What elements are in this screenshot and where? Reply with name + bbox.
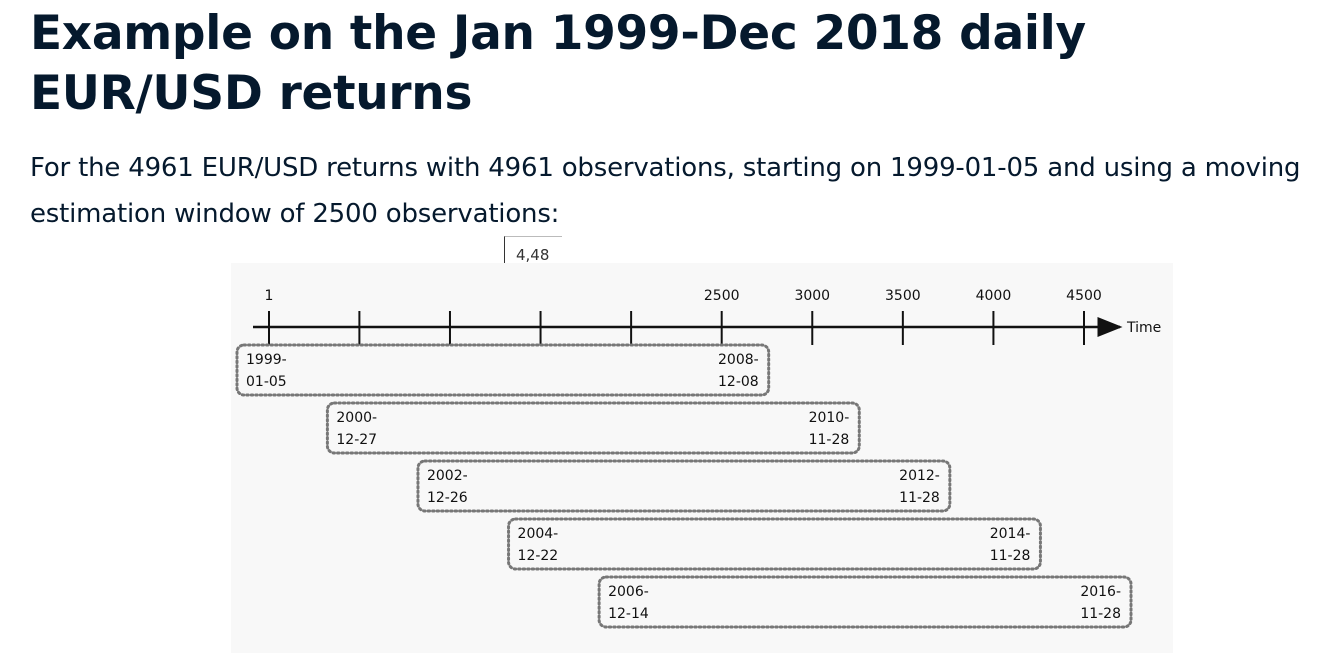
callout-label: 4,48: [516, 246, 550, 264]
window-start-date: 12-22: [518, 548, 559, 564]
window-end-date: 2008-: [718, 352, 759, 368]
window-end-date: 2016-: [1080, 584, 1121, 600]
window-start-date: 12-26: [427, 490, 468, 506]
window-start-date: 1999-: [246, 352, 287, 368]
tick-label: 3000: [794, 288, 830, 304]
estimation-window: [325, 401, 861, 455]
window-end-date: 11-28: [809, 432, 850, 448]
tick-label: 2500: [704, 288, 740, 304]
timeline-axis-label: Time: [1126, 320, 1161, 336]
window-start-date: 2000-: [336, 410, 377, 426]
window-start-date: 2006-: [608, 584, 649, 600]
window-end-date: 2012-: [899, 468, 940, 484]
rolling-window-diagram: Time 1 2500 3000 3500 4000 4500 1999- 01-05 200…: [231, 263, 1173, 653]
estimation-window: [507, 517, 1042, 571]
window-start-date: 2004-: [518, 526, 559, 542]
window-end-date: 12-08: [718, 374, 759, 390]
tick-label: 1: [265, 288, 274, 304]
estimation-window: [597, 575, 1133, 629]
window-end-date: 2014-: [990, 526, 1031, 542]
window-end-date: 11-28: [899, 490, 940, 506]
tick-label: 4500: [1066, 288, 1102, 304]
value-callout: 4,48: [504, 236, 562, 272]
window-start-date: 01-05: [246, 374, 287, 390]
estimation-window: [235, 343, 771, 397]
window-end-date: 11-28: [1080, 606, 1121, 622]
timeline-svg: Time 1 2500 3000 3500 4000 4500 1999- 01-05 200…: [235, 288, 1161, 629]
window-end-date: 11-28: [990, 548, 1031, 564]
tick-label: 3500: [885, 288, 921, 304]
window-end-date: 2010-: [809, 410, 850, 426]
estimation-window: [416, 459, 952, 513]
page-title: Example on the Jan 1999-Dec 2018 daily E…: [30, 6, 1086, 121]
window-start-date: 12-14: [608, 606, 649, 622]
window-start-date: 12-27: [336, 432, 377, 448]
window-start-date: 2002-: [427, 468, 468, 484]
tick-label: 4000: [976, 288, 1012, 304]
page-subtitle: For the 4961 EUR/USD returns with 4961 o…: [30, 153, 1301, 229]
